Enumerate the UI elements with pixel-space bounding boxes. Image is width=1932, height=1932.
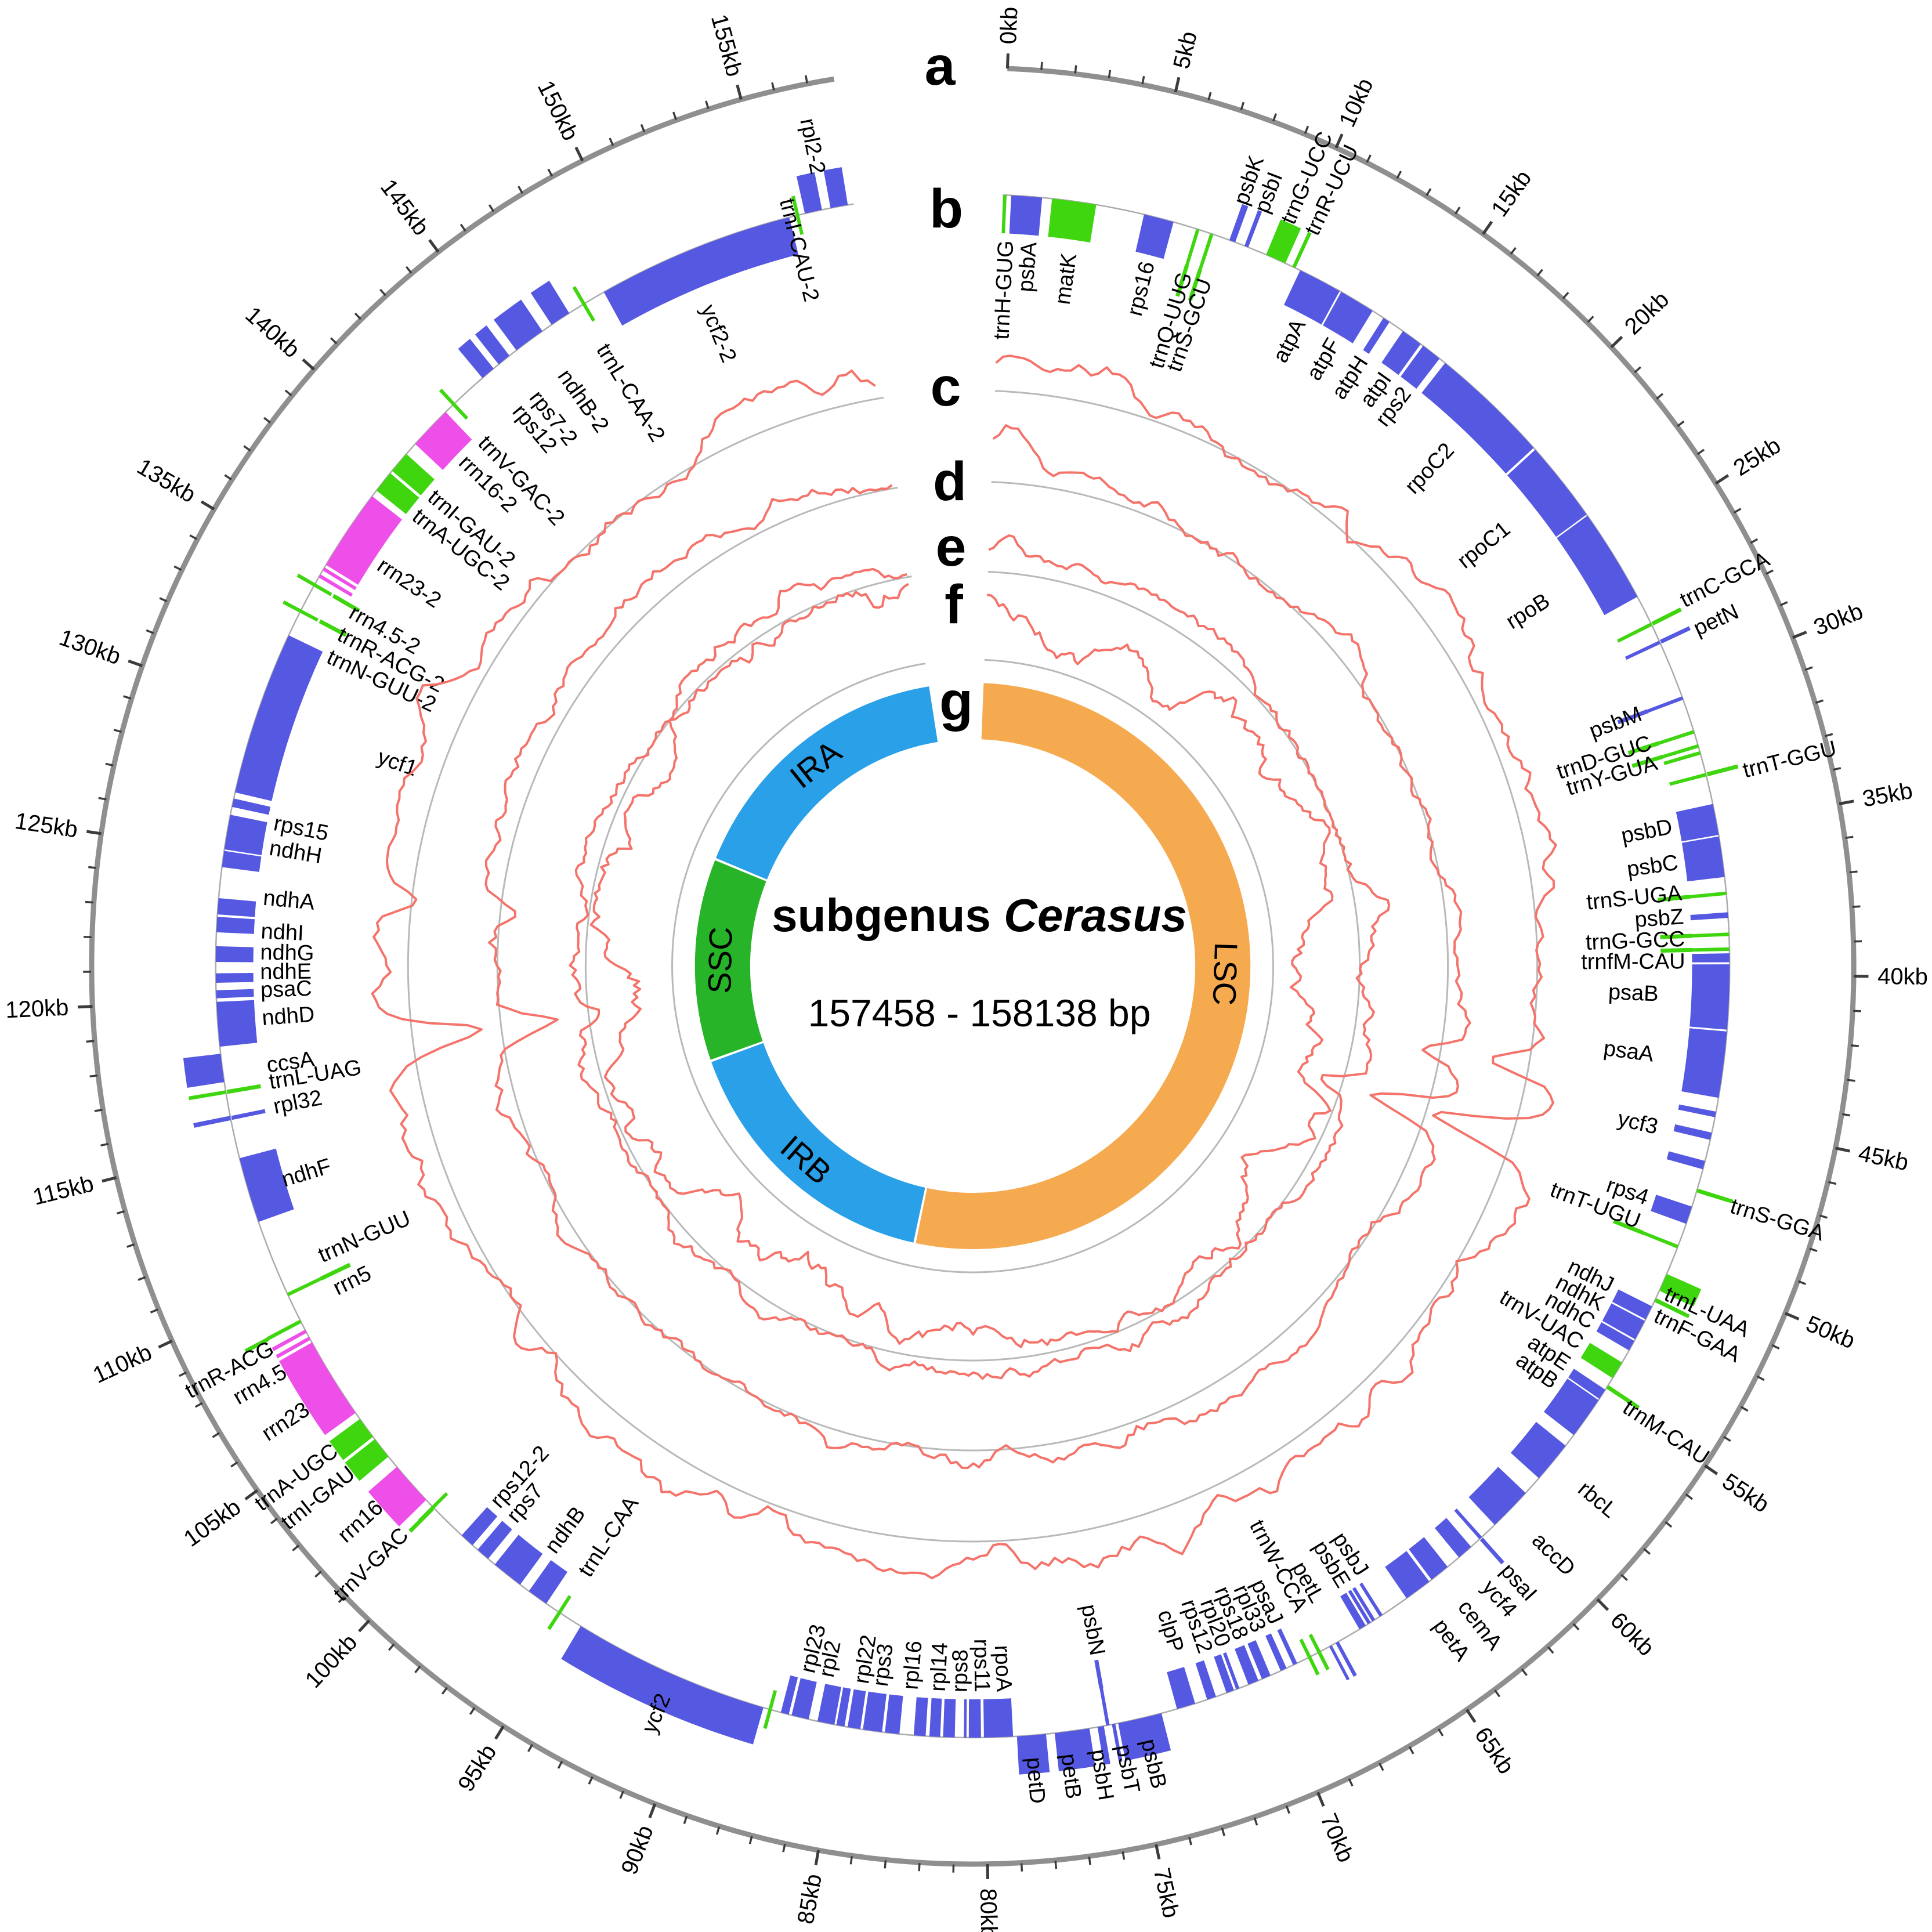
svg-text:petD: petD xyxy=(1022,1756,1050,1804)
svg-text:d: d xyxy=(933,451,967,512)
svg-text:trnfM-CAU: trnfM-CAU xyxy=(1581,949,1685,974)
svg-text:b: b xyxy=(929,178,963,240)
svg-text:40kb: 40kb xyxy=(1877,964,1928,990)
svg-text:SSC: SSC xyxy=(701,927,739,994)
svg-text:trnH-GUG: trnH-GUG xyxy=(989,240,1018,340)
svg-text:rpl16: rpl16 xyxy=(898,1640,927,1691)
svg-text:subgenus Cerasus: subgenus Cerasus xyxy=(772,889,1187,941)
svg-text:rpl14: rpl14 xyxy=(926,1642,953,1692)
svg-text:ndhE: ndhE xyxy=(260,960,312,985)
svg-text:ndhI: ndhI xyxy=(261,919,305,945)
svg-text:rps11: rps11 xyxy=(969,1638,994,1692)
svg-text:c: c xyxy=(931,356,961,418)
svg-text:psaB: psaB xyxy=(1608,980,1659,1006)
svg-text:psaC: psaC xyxy=(260,976,312,1003)
svg-text:psbZ: psbZ xyxy=(1634,905,1684,932)
svg-text:rps8: rps8 xyxy=(948,1649,973,1693)
svg-text:ndhD: ndhD xyxy=(261,1003,316,1030)
svg-text:ndhG: ndhG xyxy=(260,940,314,966)
svg-text:petB: petB xyxy=(1056,1752,1086,1800)
svg-text:a: a xyxy=(925,35,956,97)
svg-text:psbA: psbA xyxy=(1014,241,1042,293)
svg-text:0kb: 0kb xyxy=(996,6,1023,45)
svg-text:rps3: rps3 xyxy=(869,1642,898,1688)
svg-text:80kb: 80kb xyxy=(975,1888,1002,1932)
svg-text:e: e xyxy=(936,516,967,578)
svg-text:g: g xyxy=(939,671,973,732)
svg-text:157458 - 158138 bp: 157458 - 158138 bp xyxy=(808,992,1151,1034)
svg-text:ndhA: ndhA xyxy=(262,886,316,915)
svg-text:120kb: 120kb xyxy=(5,995,69,1023)
svg-text:LSC: LSC xyxy=(1206,942,1244,1006)
svg-text:trnG-GCC: trnG-GCC xyxy=(1585,927,1685,955)
svg-text:rpoA: rpoA xyxy=(990,1645,1016,1693)
svg-text:f: f xyxy=(945,574,963,635)
